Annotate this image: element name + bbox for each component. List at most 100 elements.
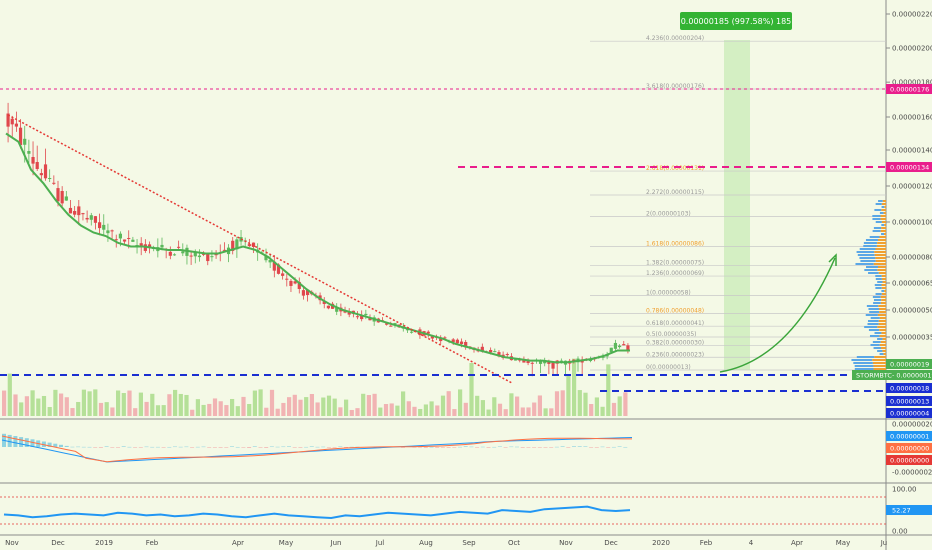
- volume-bar: [332, 398, 337, 416]
- candle: [572, 359, 576, 361]
- volume-bar: [412, 406, 417, 416]
- volume-bar: [486, 409, 491, 416]
- candle: [543, 360, 547, 364]
- candle: [601, 356, 605, 358]
- candle: [389, 325, 393, 327]
- macd-tag: [886, 443, 932, 453]
- price-tag-label: 0.00000134: [890, 164, 929, 172]
- macd-hist: [401, 447, 405, 448]
- volume-bar: [110, 407, 115, 416]
- candle: [193, 252, 197, 257]
- macd-hist: [41, 441, 46, 447]
- candle: [77, 206, 81, 216]
- volume-bar: [241, 396, 246, 416]
- fib-label: 4.236(0.00000204): [646, 35, 704, 42]
- profile-bar: [881, 299, 886, 301]
- candle: [285, 278, 289, 280]
- profile-bar: [872, 218, 881, 220]
- profile-bar: [875, 257, 886, 259]
- time-tick-label: Feb: [700, 539, 713, 547]
- profile-bar: [869, 236, 880, 238]
- candle: [268, 260, 272, 263]
- volume-bar: [76, 401, 81, 416]
- macd-hist: [138, 447, 143, 448]
- volume-bar: [207, 403, 212, 416]
- macd-hist: [230, 446, 234, 447]
- volume-bar: [184, 394, 189, 416]
- volume-bar: [378, 407, 383, 416]
- volume-bar: [475, 395, 480, 416]
- profile-bar: [873, 263, 886, 265]
- profile-bar: [880, 302, 886, 304]
- profile-bar: [884, 224, 886, 226]
- profile-bar: [884, 206, 886, 208]
- fibonacci-levels[interactable]: 4.236(0.00000204) 3.618(0.00000176) 2.618(…: [590, 35, 886, 371]
- candle: [297, 281, 301, 289]
- target-info-box[interactable]: 0.00000185 (997.58%) 185: [680, 12, 792, 30]
- volume-bar: [224, 405, 229, 416]
- price-tick-label: 0.00000200: [892, 45, 932, 53]
- macd-hist: [30, 439, 35, 447]
- volume-bar: [606, 364, 611, 416]
- macd-hist: [287, 446, 291, 447]
- profile-bar: [880, 341, 886, 343]
- candle: [489, 349, 493, 353]
- profile-bar: [874, 332, 882, 334]
- candle: [56, 188, 60, 202]
- volume-bar: [577, 390, 582, 416]
- price-tag-label: 0.00000176: [890, 86, 929, 94]
- macd-hist: [326, 447, 331, 448]
- volume-bar: [326, 395, 332, 416]
- profile-bar: [880, 215, 886, 217]
- forecast-arrow[interactable]: [719, 257, 836, 373]
- profile-bar: [869, 311, 880, 313]
- volume-bar: [372, 393, 377, 416]
- time-axis: Nov Dec 2019 Feb Apr May Jun Jul Aug Sep Oct Nov Dec…: [5, 539, 887, 547]
- macd-hist: [76, 446, 81, 448]
- candle: [35, 162, 39, 169]
- candle: [622, 344, 626, 346]
- macd-hist: [566, 447, 571, 448]
- candle: [39, 173, 43, 176]
- rsi-line: [3, 505, 631, 520]
- volume-bar: [355, 408, 360, 416]
- volume-bar: [452, 409, 457, 416]
- price-tag-label: 0.00000004: [890, 410, 929, 418]
- price-tick-label: 0.00000120: [892, 183, 932, 191]
- volume-bar: [549, 408, 554, 416]
- candle: [18, 127, 23, 146]
- macd-tag: [886, 431, 932, 441]
- candle: [347, 311, 351, 315]
- candle: [618, 345, 622, 348]
- profile-bar: [880, 296, 886, 298]
- candle: [326, 305, 330, 309]
- profile-bar: [881, 227, 886, 229]
- profile-bar: [865, 239, 878, 241]
- macd-hist: [195, 446, 200, 448]
- candle: [210, 256, 214, 258]
- fib-label: 0.5(0.00000035): [646, 331, 697, 338]
- candle: [405, 329, 410, 331]
- profile-bar: [881, 293, 886, 295]
- candle: [122, 239, 127, 242]
- fib-label: 1.236(0.00000069): [646, 270, 704, 277]
- macd-hist: [315, 446, 320, 448]
- candle: [139, 243, 143, 247]
- profile-bar: [877, 281, 883, 283]
- price-tag: [886, 396, 932, 406]
- macd-hist: [503, 447, 508, 448]
- volume-bar: [423, 404, 428, 416]
- candle: [455, 339, 459, 344]
- profile-bar: [881, 209, 886, 211]
- profile-bar: [872, 341, 881, 343]
- rsi-value-label: 52.27: [892, 507, 911, 515]
- volume-bar: [144, 401, 149, 416]
- volume-bar: [2, 390, 7, 416]
- profile-bar: [877, 350, 883, 352]
- profile-bar: [863, 242, 878, 244]
- profile-bar: [874, 254, 886, 256]
- volume-bar: [252, 390, 257, 416]
- macd-hist: [59, 444, 63, 447]
- downtrend-line[interactable]: [7, 114, 513, 384]
- volume-bar: [344, 399, 349, 416]
